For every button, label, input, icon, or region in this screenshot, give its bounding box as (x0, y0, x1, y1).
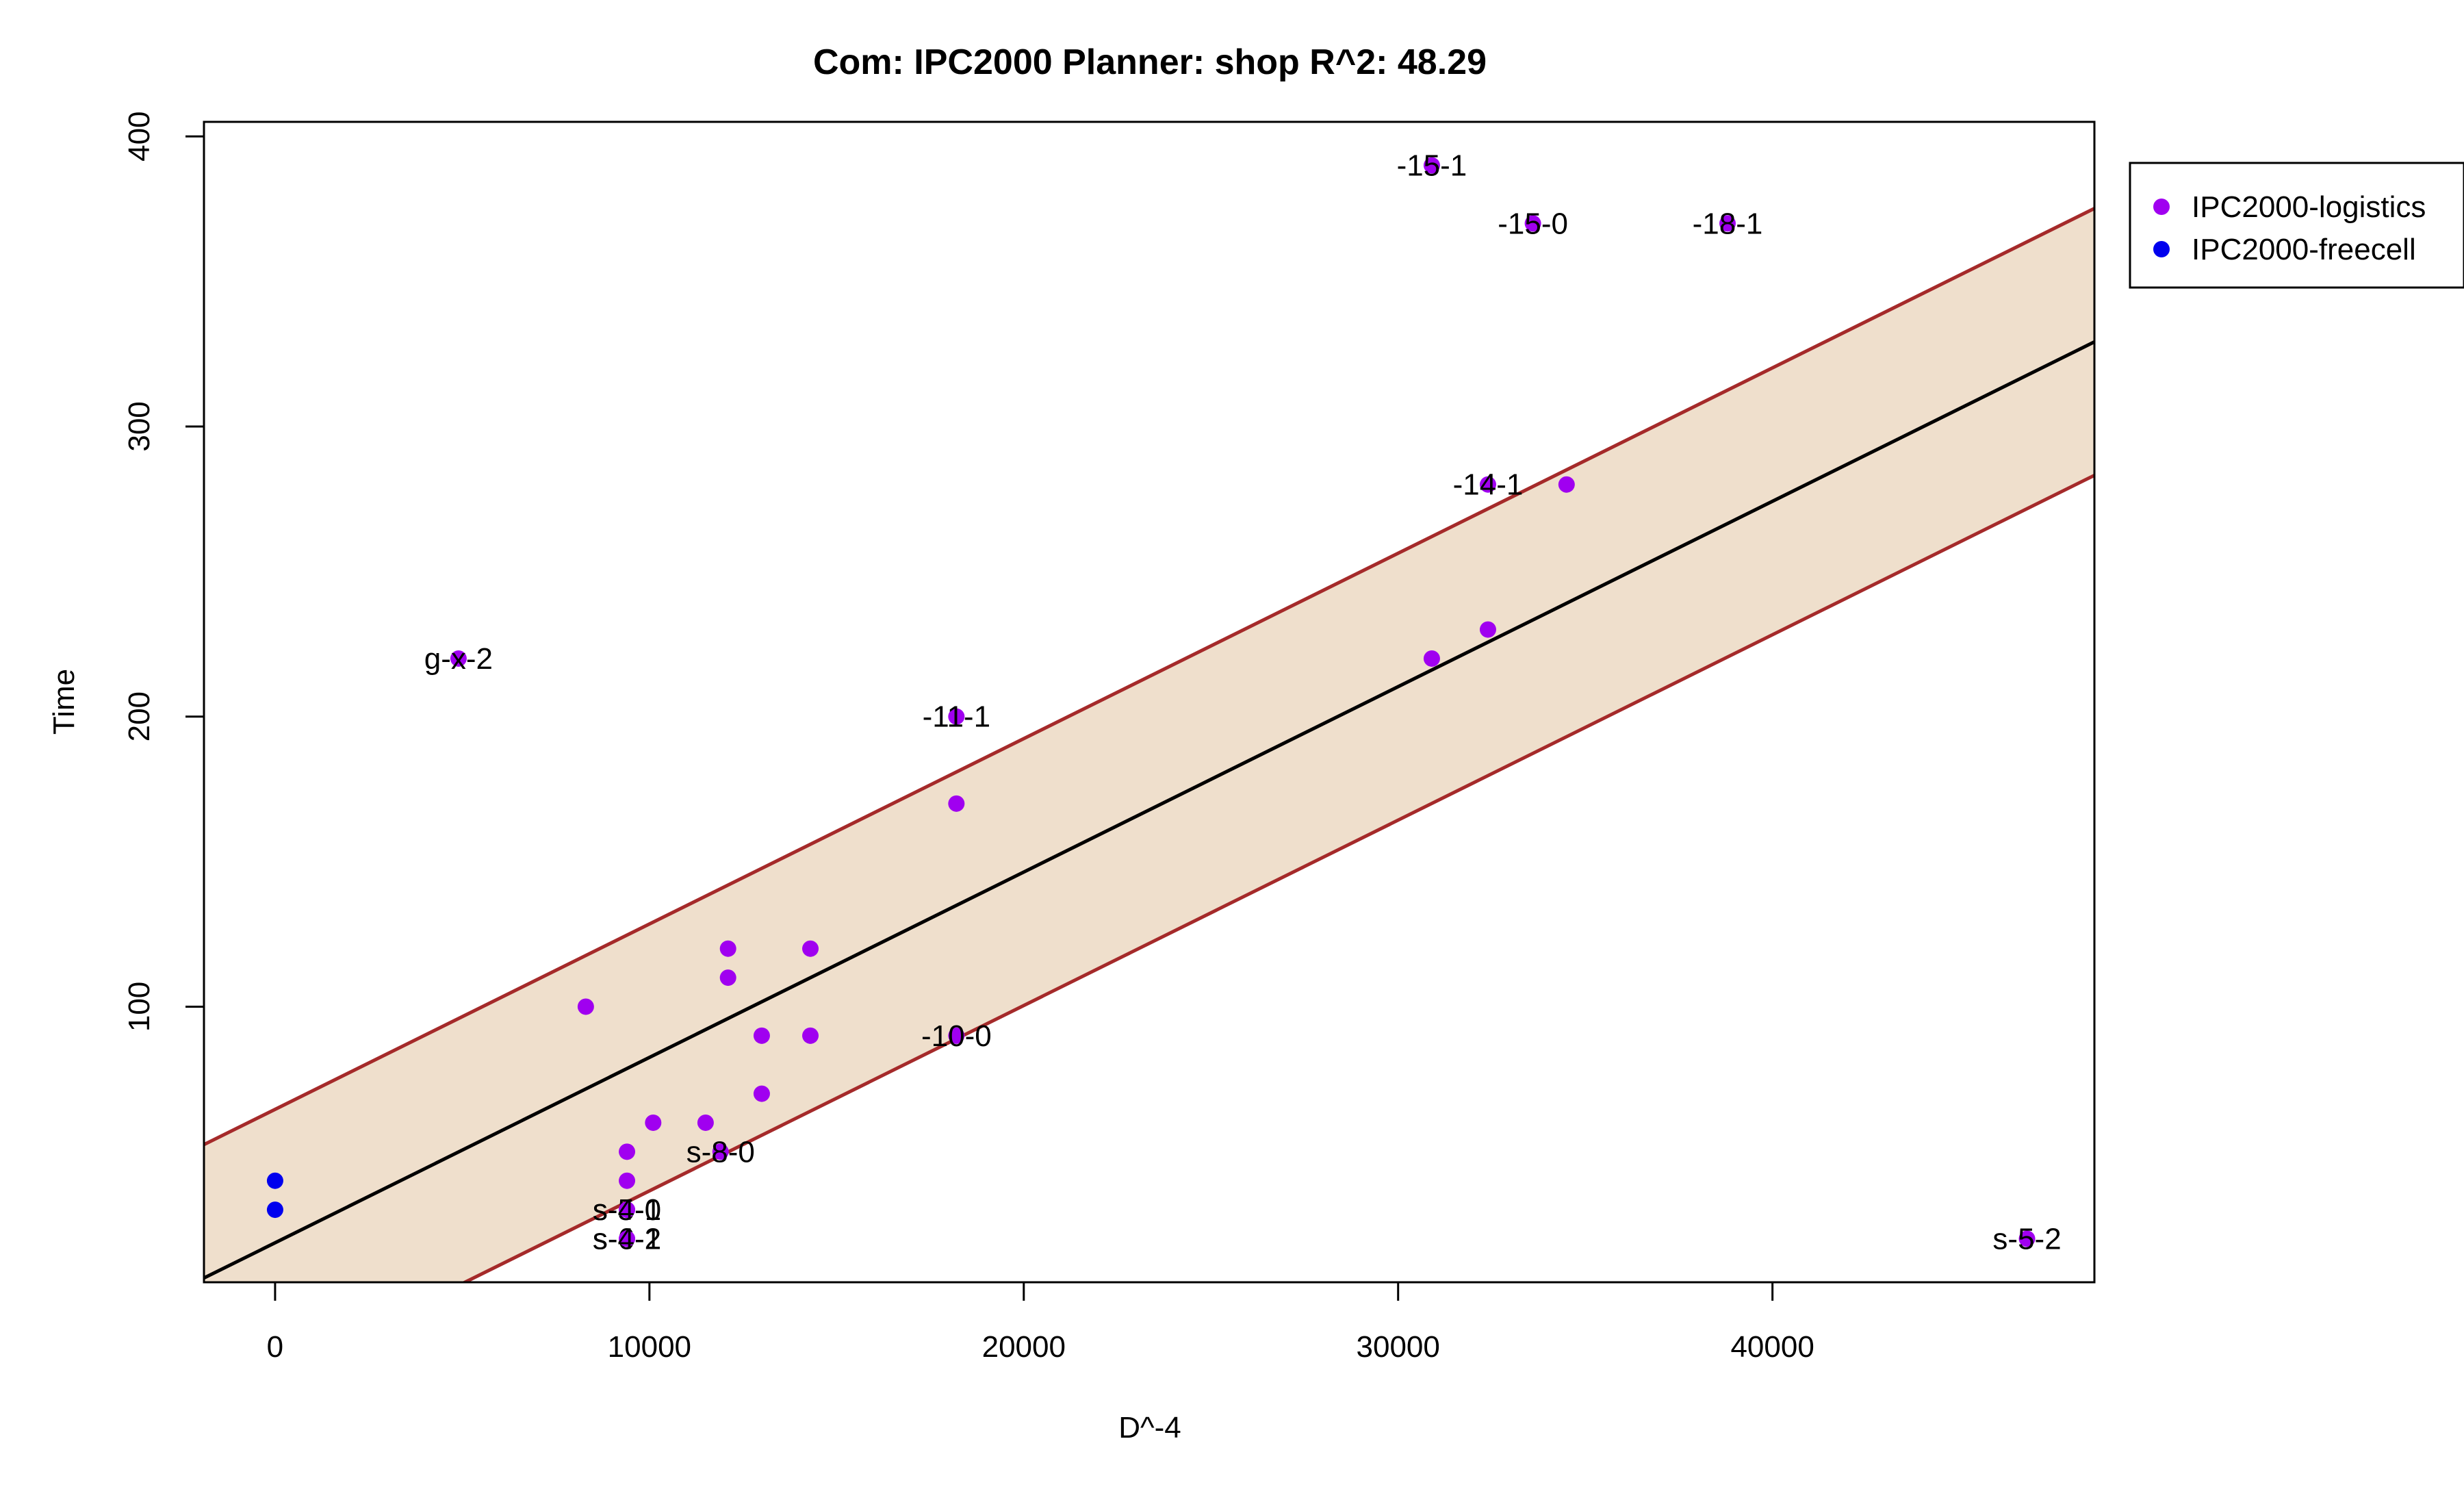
point-0-27 (2018, 1230, 2036, 1247)
y-axis-label: Time (47, 669, 81, 735)
point-0-26 (1719, 215, 1736, 232)
y-tick-label-0: 100 (123, 982, 156, 1032)
point-label-0-5: s-4-1 (593, 1193, 661, 1227)
prediction-band (204, 208, 2094, 1282)
point-0-19 (948, 1027, 965, 1044)
point-0-3 (619, 1172, 636, 1189)
point-0-12 (719, 969, 736, 987)
point-label-0-0: g-x-2 (424, 642, 493, 676)
point-label-0-7: s-4-1 (593, 1222, 661, 1256)
regression-line (204, 340, 2094, 1280)
x-axis-label: D^-4 (1118, 1411, 1181, 1445)
point-0-1 (577, 998, 594, 1015)
band-upper-line (204, 207, 2094, 1147)
point-label-0-22: -14-1 (1453, 468, 1524, 502)
point-0-14 (753, 1085, 770, 1102)
point-label-0-27: s-5-2 (1992, 1222, 2061, 1256)
legend-box (2129, 162, 2464, 289)
x-tick-label-2: 20000 (982, 1330, 1066, 1364)
chart-title: Com: IPC2000 Planner: shop R^2: 48.29 (813, 42, 1487, 82)
x-tick-label-0: 0 (267, 1330, 283, 1364)
y-tick-label-3: 400 (123, 111, 156, 161)
point-0-22 (1479, 476, 1496, 493)
legend: IPC2000-logistics IPC2000-freecell (2129, 162, 2464, 289)
point-0-9 (697, 1114, 714, 1131)
y-tick-label-1: 200 (123, 691, 156, 741)
point-1-0 (266, 1172, 283, 1189)
band-lower-line (461, 474, 2094, 1282)
point-0-2 (619, 1143, 636, 1160)
y-tick-label-2: 300 (123, 401, 156, 451)
point-label-0-24: -15-0 (1498, 207, 1568, 240)
point-0-7 (619, 1230, 636, 1247)
point-0-11 (719, 940, 736, 957)
point-0-8 (645, 1114, 662, 1131)
point-0-17 (948, 708, 965, 725)
legend-marker-1 (2153, 241, 2170, 257)
x-tick-label-1: 10000 (608, 1330, 691, 1364)
point-0-13 (753, 1027, 770, 1044)
point-0-20 (1423, 157, 1440, 174)
legend-label-1: IPC2000-freecell (2192, 233, 2416, 266)
point-0-23 (1479, 621, 1496, 638)
data-points: g-x-2s-5-0s-4-1s-6-2s-4-1s-8-0-11-1-10-0… (266, 149, 2062, 1256)
legend-marker-0 (2153, 199, 2170, 215)
legend-label-0: IPC2000-logistics (2192, 190, 2426, 224)
x-tick-label-4: 40000 (1730, 1330, 1814, 1364)
point-0-24 (1524, 215, 1541, 232)
x-axis: 0 10000 20000 30000 40000 (267, 1281, 1814, 1364)
point-0-21 (1423, 650, 1440, 667)
point-label-0-20: -15-1 (1397, 149, 1467, 183)
point-0-18 (948, 795, 965, 812)
x-tick-label-3: 30000 (1357, 1330, 1440, 1364)
point-0-25 (1558, 476, 1575, 493)
point-0-16 (802, 1027, 819, 1044)
point-label-0-26: -18-1 (1693, 207, 1763, 240)
point-label-0-10: s-8-0 (686, 1135, 755, 1169)
y-axis: 100 200 300 400 (123, 111, 205, 1032)
point-label-0-17: -11-1 (923, 700, 990, 734)
point-0-10 (712, 1143, 729, 1160)
point-1-1 (266, 1201, 283, 1219)
point-0-5 (619, 1201, 636, 1219)
point-0-15 (802, 940, 819, 957)
point-0-0 (450, 650, 467, 667)
point-label-0-19: -10-0 (921, 1019, 992, 1053)
